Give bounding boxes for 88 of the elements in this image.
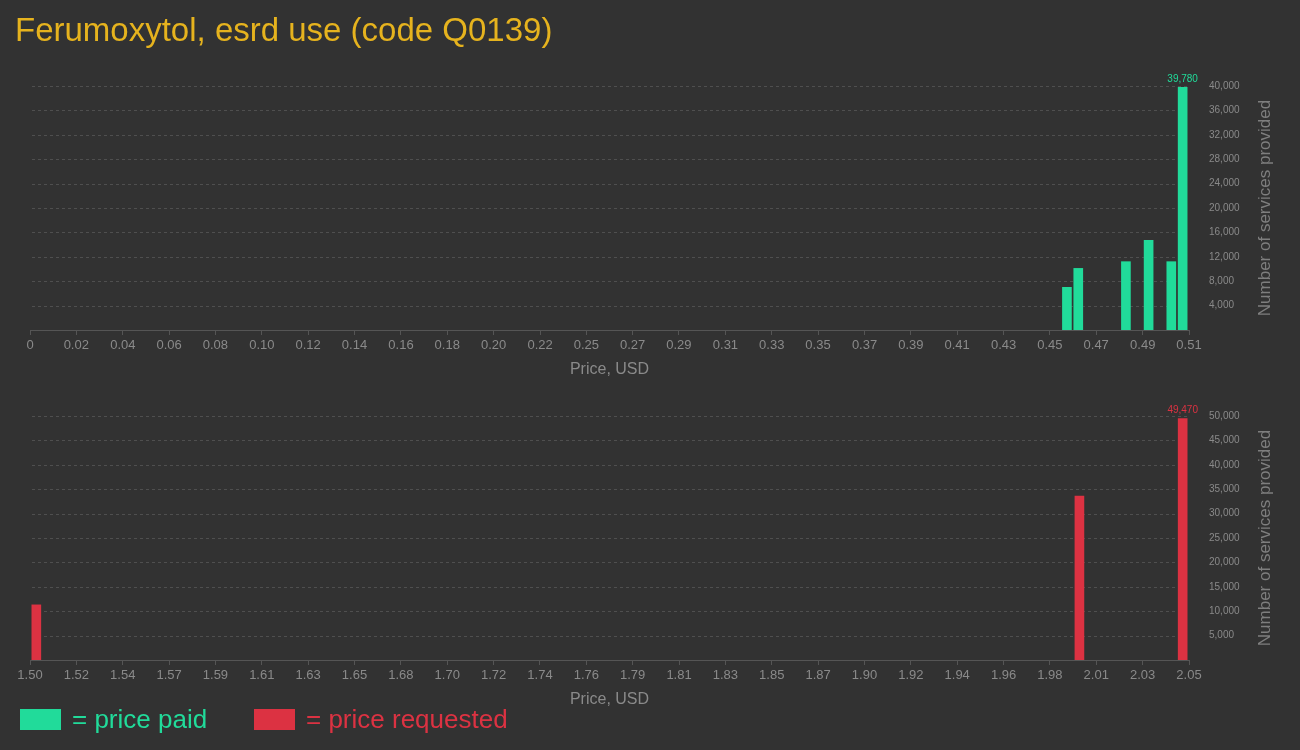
- x-tick-label: 1.85: [759, 667, 785, 683]
- x-tick-label: 0.22: [527, 337, 553, 353]
- x-tick-label: 1.70: [434, 667, 460, 683]
- x-tick-label: 0.37: [851, 337, 878, 353]
- x-tick-label: 1.94: [944, 667, 970, 683]
- x-tick-label: 1.63: [295, 667, 321, 683]
- x-tick-label: 0.04: [110, 337, 136, 353]
- y-tick-label: 20,000: [1209, 201, 1241, 213]
- x-tick-label: 0.45: [1037, 337, 1063, 353]
- bar: [1177, 418, 1188, 660]
- x-tick-label: 1.87: [805, 667, 831, 683]
- y-tick-label: 36,000: [1209, 104, 1241, 116]
- x-tick-label: 1.59: [202, 667, 229, 683]
- x-tick-label: 0.14: [341, 337, 368, 353]
- y-tick-label: 50,000: [1209, 409, 1241, 421]
- y-axis-title: Number of services provided: [1254, 429, 1274, 647]
- x-tick-label: 1.98: [1037, 667, 1063, 683]
- chart-title: Ferumoxytol, esrd use (code Q0139): [15, 11, 553, 49]
- y-tick-label: 40,000: [1209, 458, 1241, 470]
- x-tick-label: 0.08: [202, 337, 229, 353]
- x-tick-label: 0.20: [480, 337, 507, 353]
- x-tick-label: 1.57: [156, 667, 182, 683]
- x-tick-label: 0.49: [1130, 337, 1156, 353]
- x-tick-label: 0.10: [249, 337, 275, 353]
- x-tick-label: 0.51: [1176, 337, 1202, 353]
- x-tick-label: 1.61: [249, 667, 275, 683]
- x-tick-label: 0.39: [898, 337, 924, 353]
- x-tick-label: 1.90: [851, 667, 878, 683]
- x-tick-label: 2.05: [1176, 667, 1202, 683]
- x-tick-label: 0.25: [573, 337, 600, 353]
- x-tick-label: 0.02: [63, 337, 89, 353]
- x-tick-label: 1.83: [712, 667, 739, 683]
- x-tick-label: 2.03: [1129, 667, 1156, 683]
- data-label: 39,780: [1167, 73, 1199, 85]
- x-axis-title: Price, USD: [569, 689, 650, 707]
- x-tick-label: 1.96: [990, 667, 1017, 683]
- x-tick-label: 0.16: [388, 337, 414, 353]
- x-tick-label: 0.33: [759, 337, 785, 353]
- x-tick-label: 1.76: [573, 667, 599, 683]
- x-tick-label: 1.72: [480, 667, 507, 683]
- x-tick-label: 0.47: [1083, 337, 1109, 353]
- y-tick-label: 4,000: [1209, 299, 1235, 311]
- x-tick-label: 1.54: [110, 667, 136, 683]
- y-tick-label: 45,000: [1209, 434, 1241, 446]
- bar: [1121, 261, 1131, 330]
- x-tick-label: 1.81: [666, 667, 692, 683]
- x-tick-label: 0.31: [712, 337, 739, 353]
- y-tick-label: 5,000: [1209, 629, 1235, 641]
- bar: [1074, 495, 1085, 660]
- bar: [1166, 261, 1177, 330]
- x-tick-label: 0: [26, 337, 34, 353]
- y-tick-label: 10,000: [1209, 604, 1241, 616]
- y-tick-label: 24,000: [1209, 177, 1241, 189]
- legend-label: = price requested: [306, 704, 508, 735]
- x-tick-label: 0.41: [944, 337, 970, 353]
- x-tick-label: 1.52: [63, 667, 90, 683]
- y-tick-label: 16,000: [1209, 226, 1241, 238]
- x-tick-label: 0.29: [666, 337, 692, 353]
- y-tick-label: 12,000: [1209, 250, 1241, 262]
- x-tick-label: 1.74: [527, 667, 553, 683]
- y-tick-label: 25,000: [1209, 531, 1241, 543]
- x-tick-label: 1.65: [341, 667, 368, 683]
- bar: [1177, 87, 1188, 330]
- x-tick-label: 1.79: [620, 667, 646, 683]
- y-tick-label: 28,000: [1209, 152, 1241, 164]
- y-tick-label: 8,000: [1209, 274, 1235, 286]
- y-tick-label: 30,000: [1209, 507, 1241, 519]
- x-tick-label: 0.18: [434, 337, 460, 353]
- legend-label: = price paid: [72, 704, 208, 735]
- y-tick-label: 40,000: [1209, 79, 1241, 91]
- y-tick-label: 32,000: [1209, 128, 1241, 140]
- x-tick-label: 0.06: [156, 337, 182, 353]
- x-tick-label: 1.92: [898, 667, 924, 683]
- x-tick-label: 1.68: [388, 667, 414, 683]
- x-tick-label: 0.27: [619, 337, 646, 353]
- y-tick-label: 20,000: [1209, 556, 1241, 568]
- x-tick-label: 2.01: [1083, 667, 1109, 683]
- y-axis-title: Number of services provided: [1254, 99, 1274, 317]
- data-label: 49,470: [1167, 404, 1199, 416]
- x-tick-label: 0.35: [805, 337, 831, 353]
- bar: [1143, 240, 1154, 330]
- x-tick-label: 1.50: [17, 667, 43, 683]
- y-tick-label: 15,000: [1209, 580, 1241, 592]
- x-tick-label: 0.12: [295, 337, 321, 353]
- x-tick-label: 0.43: [990, 337, 1017, 353]
- bar: [31, 604, 42, 660]
- y-tick-label: 35,000: [1209, 482, 1241, 494]
- x-axis-title: Price, USD: [569, 359, 650, 377]
